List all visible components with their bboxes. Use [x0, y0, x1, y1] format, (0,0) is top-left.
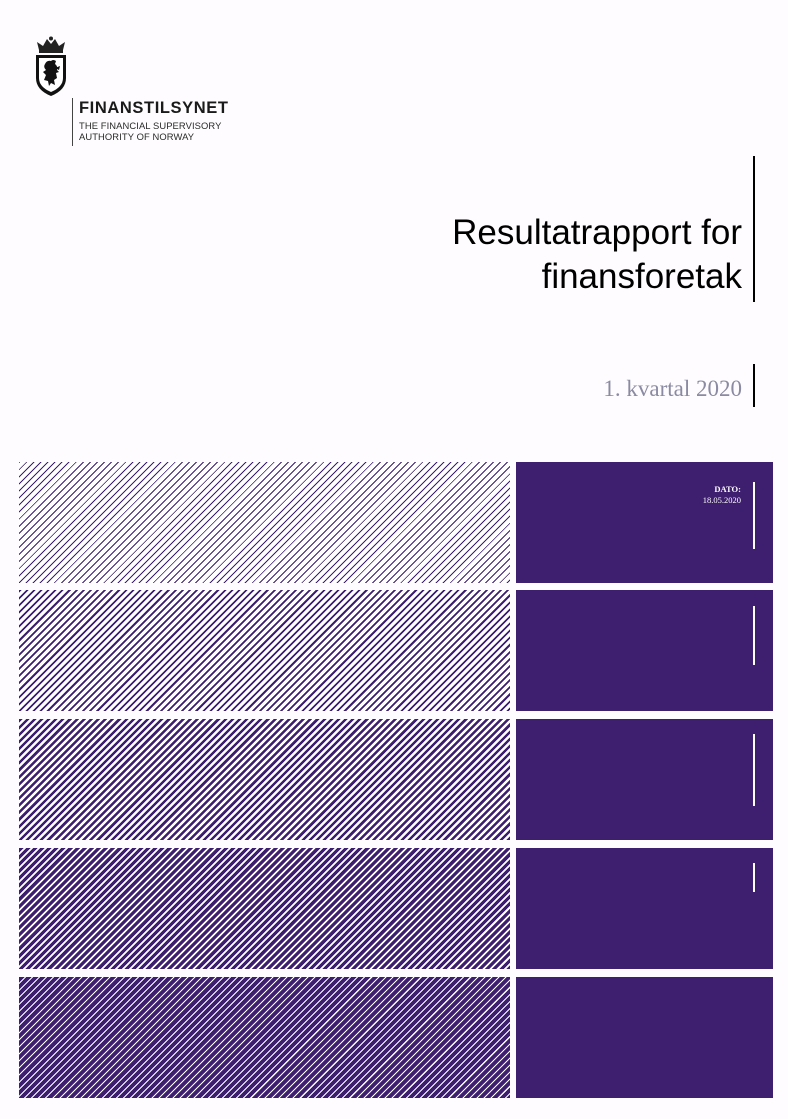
info-panel-3	[516, 719, 773, 840]
info-panel-1: DATO: 18.05.2020	[516, 462, 773, 583]
title-line-1: Resultatrapport for	[452, 213, 742, 252]
document-title: Resultatrapport for finansforetak	[452, 211, 742, 299]
striped-band-5	[19, 977, 510, 1098]
striped-band-4	[19, 848, 510, 969]
org-subtitle-line1: THE FINANCIAL SUPERVISORY	[79, 120, 222, 131]
info-panel-5	[516, 977, 773, 1098]
striped-band-2	[19, 590, 510, 711]
info-panel-2	[516, 590, 773, 711]
document-subtitle: 1. kvartal 2020	[603, 376, 742, 401]
date-label: DATO:	[714, 484, 741, 494]
striped-band-1	[19, 462, 510, 583]
subtitle-accent-bar	[753, 364, 755, 407]
org-name: FINANSTILSYNET	[79, 99, 229, 117]
panel-1-accent-line	[753, 482, 755, 549]
logo: FINANSTILSYNET THE FINANCIAL SUPERVISORY…	[31, 36, 271, 148]
org-subtitle-line2: AUTHORITY OF NORWAY	[79, 131, 195, 142]
date-value: 18.05.2020	[702, 495, 741, 505]
logo-divider	[72, 98, 73, 146]
info-panel-4	[516, 848, 773, 969]
panel-3-accent-line	[753, 734, 755, 806]
title-accent-bar	[753, 156, 755, 302]
striped-band-3	[19, 719, 510, 840]
coat-of-arms-crest-icon	[36, 36, 66, 96]
panel-4-accent-line	[753, 863, 755, 892]
title-line-2: finansforetak	[541, 257, 742, 296]
panel-2-accent-line	[753, 606, 755, 665]
